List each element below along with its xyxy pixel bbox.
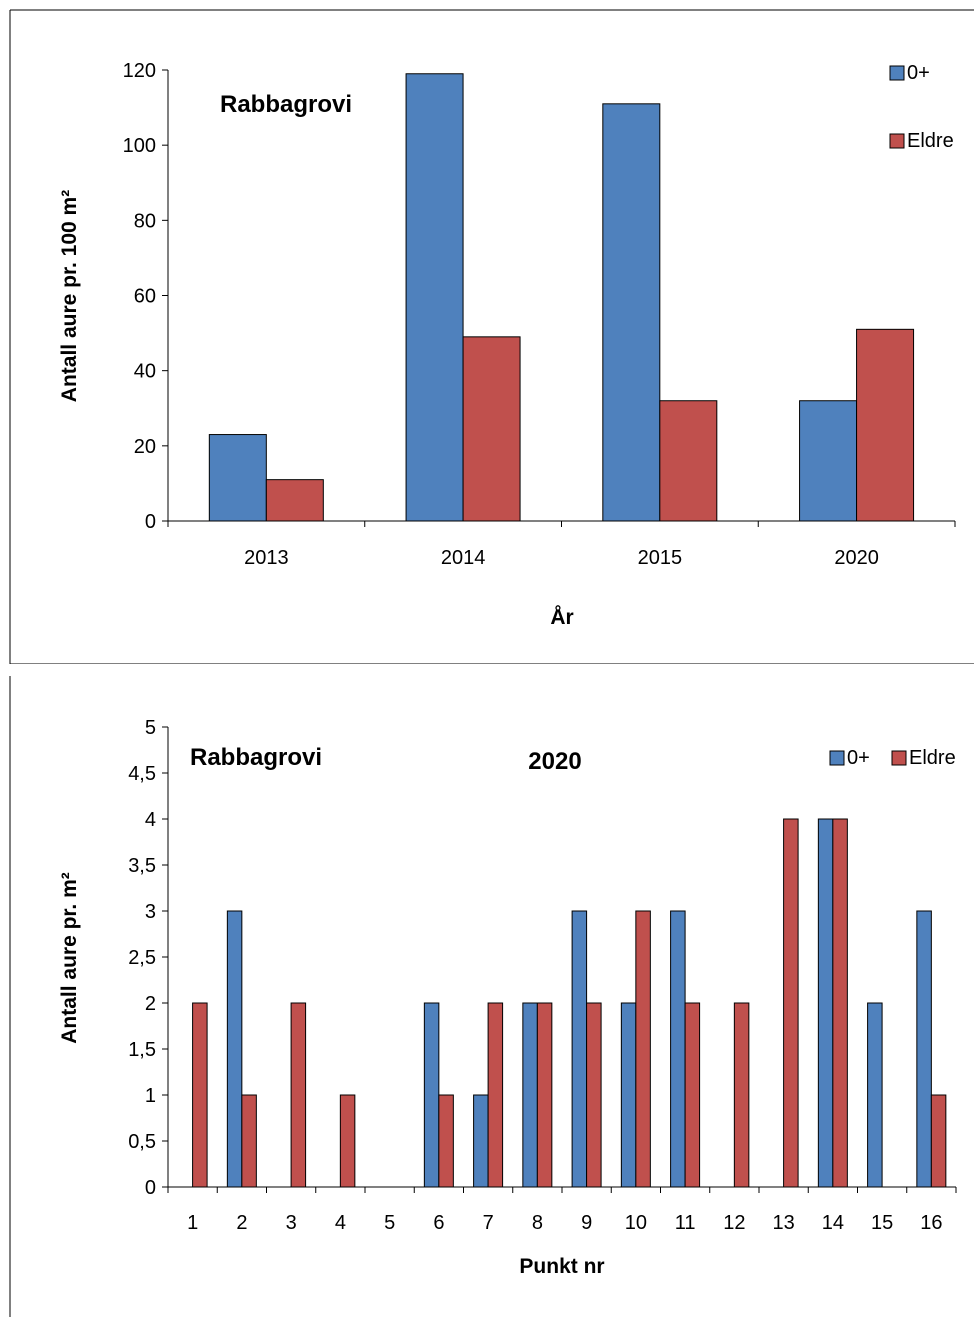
bar-0plus-9 — [571, 910, 588, 1188]
y-tick-label: 60 — [134, 286, 156, 308]
legend-label-0plus: 0+ — [907, 62, 930, 84]
y-tick-label: 0 — [145, 1177, 156, 1199]
y-tick-label: 80 — [134, 210, 156, 232]
chart-panel-top: 0 20 40 60 80 100 120 2013 2014 2015 2020 År Antall … — [9, 9, 974, 664]
bar-0plus-15 — [867, 1002, 883, 1188]
bar-eldre-7 — [487, 1002, 504, 1188]
y-tick-label: 3 — [145, 901, 156, 923]
bar-0plus-2013 — [208, 434, 267, 522]
chart-title: Rabbagrovi — [220, 91, 352, 118]
y-tick-label: 0 — [145, 511, 156, 533]
x-tick-label: 13 — [773, 1212, 795, 1234]
bar-eldre-2 — [241, 1094, 257, 1188]
bar-eldre-11 — [684, 1002, 701, 1188]
x-tick-label: 11 — [675, 1212, 696, 1234]
x-axis-title: År — [550, 605, 573, 629]
bar-0plus-2015 — [602, 103, 661, 522]
bar-eldre-10 — [635, 910, 651, 1188]
bar-0plus-2020 — [799, 400, 858, 522]
bar-0plus-14 — [817, 818, 834, 1188]
bar-0plus-7 — [473, 1094, 489, 1188]
y-tick-label: 100 — [123, 135, 156, 157]
bar-0plus-8 — [522, 1002, 538, 1188]
x-tick-label: 2013 — [244, 547, 289, 569]
chart-top: 0 20 40 60 80 100 120 2013 2014 2015 2020 År Antall … — [9, 9, 974, 664]
y-tick-label: 1 — [145, 1085, 156, 1107]
x-tick-label: 2 — [236, 1212, 247, 1234]
bar-eldre-14 — [832, 818, 848, 1188]
bar-eldre-1 — [192, 1002, 208, 1188]
legend-swatch-eldre — [891, 750, 907, 766]
bar-eldre-2020 — [856, 328, 915, 522]
x-tick-label: 1 — [187, 1212, 198, 1234]
bar-eldre-2014 — [462, 336, 521, 522]
x-tick-label: 8 — [532, 1212, 543, 1234]
x-tick-label: 14 — [822, 1212, 844, 1234]
bar-eldre-16 — [930, 1094, 947, 1188]
legend-swatch-0plus — [889, 65, 905, 81]
y-tick-label: 1,5 — [128, 1039, 156, 1061]
legend-label-eldre: Eldre — [907, 130, 954, 152]
chart-subtitle: 2020 — [528, 748, 581, 775]
x-tick-label: 7 — [483, 1212, 494, 1234]
y-tick-label: 4,5 — [128, 763, 156, 785]
bar-eldre-2015 — [659, 400, 718, 522]
bar-0plus-11 — [670, 910, 686, 1188]
bar-0plus-2014 — [405, 73, 464, 522]
y-tick-label: 3,5 — [128, 855, 156, 877]
x-tick-label: 4 — [335, 1212, 346, 1234]
x-axis-title: Punkt nr — [519, 1255, 604, 1278]
legend-label-0plus: 0+ — [847, 747, 870, 769]
bar-0plus-2 — [226, 910, 243, 1188]
y-tick-label: 2,5 — [128, 947, 156, 969]
x-tick-label: 3 — [286, 1212, 297, 1234]
x-tick-label: 9 — [581, 1212, 592, 1234]
chart-panel-bottom: 0 0,5 1 1,5 2 2,5 3 3,5 4 4,5 5 1 2 3 4 5 6 7 8 9 10 11 12 13 14… — [0, 664, 974, 1317]
x-tick-label: 5 — [384, 1212, 395, 1234]
y-tick-label: 2 — [145, 993, 156, 1015]
y-tick-label: 4 — [145, 809, 156, 831]
bar-eldre-6 — [438, 1094, 454, 1188]
x-tick-label: 2015 — [638, 547, 683, 569]
bar-eldre-2013 — [265, 479, 324, 522]
chart-bottom: 00,511,522,533,544,551 2 3 4 5 6 7 8 9 10 11 12 13 14… — [9, 676, 957, 1317]
x-tick-label: 12 — [723, 1212, 745, 1234]
y-axis-title: Antall aure pr. m² — [58, 872, 81, 1044]
x-tick-label: 2020 — [834, 547, 879, 569]
y-axis-title: Antall aure pr. 100 m² — [58, 190, 81, 402]
bar-eldre-8 — [536, 1002, 553, 1188]
x-tick-label: 6 — [433, 1212, 444, 1234]
legend-swatch-eldre — [889, 133, 905, 149]
y-tick-label: 40 — [134, 361, 156, 383]
y-tick-label: 20 — [134, 436, 156, 458]
bar-eldre-9 — [586, 1002, 602, 1188]
bar-eldre-13 — [783, 818, 799, 1188]
bar-0plus-6 — [423, 1002, 440, 1188]
bar-eldre-3 — [290, 1002, 307, 1188]
x-tick-label: 15 — [871, 1212, 893, 1234]
chart-title: Rabbagrovi — [190, 744, 322, 771]
y-tick-label: 5 — [145, 717, 156, 739]
bar-0plus-10 — [620, 1002, 637, 1188]
legend-swatch-0plus — [829, 750, 845, 766]
legend-label-eldre: Eldre — [909, 747, 956, 769]
y-tick-label: 120 — [123, 60, 156, 82]
x-tick-label: 16 — [920, 1212, 942, 1234]
bar-eldre-4 — [339, 1094, 356, 1188]
x-tick-label: 2014 — [441, 547, 486, 569]
x-tick-label: 10 — [625, 1212, 647, 1234]
y-tick-label: 0,5 — [128, 1131, 156, 1153]
bar-eldre-12 — [733, 1002, 750, 1188]
bar-0plus-16 — [916, 910, 932, 1188]
